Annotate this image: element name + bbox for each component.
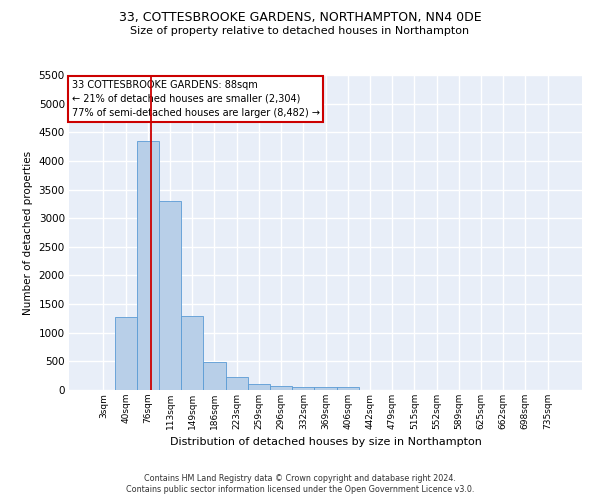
Bar: [292, 387, 314, 390]
Bar: [337, 387, 359, 390]
Text: Size of property relative to detached houses in Northampton: Size of property relative to detached ho…: [130, 26, 470, 36]
Bar: [203, 362, 226, 390]
Text: Contains HM Land Registry data © Crown copyright and database right 2024.
Contai: Contains HM Land Registry data © Crown c…: [126, 474, 474, 494]
Bar: [226, 378, 248, 390]
Text: 33, COTTESBROOKE GARDENS, NORTHAMPTON, NN4 0DE: 33, COTTESBROOKE GARDENS, NORTHAMPTON, N…: [119, 11, 481, 24]
Y-axis label: Number of detached properties: Number of detached properties: [23, 150, 33, 314]
Bar: [159, 201, 181, 390]
Bar: [137, 142, 159, 390]
X-axis label: Distribution of detached houses by size in Northampton: Distribution of detached houses by size …: [170, 438, 481, 448]
Bar: [270, 386, 292, 390]
Bar: [181, 316, 203, 390]
Bar: [248, 384, 270, 390]
Bar: [115, 318, 137, 390]
Text: 33 COTTESBROOKE GARDENS: 88sqm
← 21% of detached houses are smaller (2,304)
77% : 33 COTTESBROOKE GARDENS: 88sqm ← 21% of …: [71, 80, 320, 118]
Bar: [314, 387, 337, 390]
